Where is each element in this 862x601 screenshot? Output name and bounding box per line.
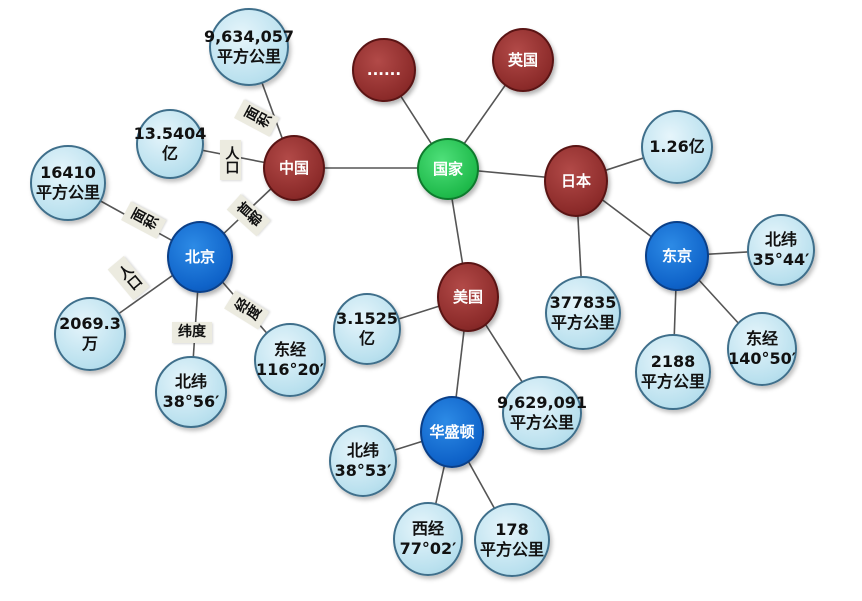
beijing-longitude-node[interactable]: 东经 116°20′ — [254, 323, 326, 397]
country-node-uk[interactable]: 英国 — [492, 28, 554, 92]
beijing-latitude-node[interactable]: 北纬 38°56′ — [155, 356, 227, 428]
label-china-pop: 人口 — [220, 140, 242, 180]
beijing-area-node[interactable]: 16410 平方公里 — [30, 145, 106, 221]
capital-node-tokyo[interactable]: 东京 — [645, 221, 709, 291]
country-node-more[interactable]: ...... — [352, 38, 416, 102]
tokyo-longitude-node[interactable]: 东经 140°50′ — [727, 312, 797, 386]
tokyo-area-node[interactable]: 2188 平方公里 — [635, 334, 711, 410]
japan-area-node[interactable]: 377835 平方公里 — [545, 276, 621, 350]
country-node-usa[interactable]: 美国 — [437, 262, 499, 332]
usa-area-node[interactable]: 9,629,091 平方公里 — [497, 376, 587, 450]
country-node-japan[interactable]: 日本 — [544, 145, 608, 217]
capital-node-beijing[interactable]: 北京 — [167, 221, 233, 293]
label-beijing-lat: 纬度 — [172, 322, 212, 344]
washington-latitude-node[interactable]: 北纬 38°53′ — [329, 425, 397, 497]
china-area-node[interactable]: 9,634,057 平方公里 — [204, 8, 294, 86]
washington-area-node[interactable]: 178 平方公里 — [474, 503, 550, 577]
tokyo-latitude-node[interactable]: 北纬 35°44′ — [747, 214, 815, 286]
china-population-node[interactable]: 13.5404 亿 — [134, 109, 206, 179]
washington-longitude-node[interactable]: 西经 77°02′ — [393, 502, 463, 576]
country-node-china[interactable]: 中国 — [263, 135, 325, 201]
root-node-guojia[interactable]: 国家 — [417, 138, 479, 200]
usa-population-node[interactable]: 3.1525 亿 — [333, 293, 401, 365]
capital-node-washington[interactable]: 华盛顿 — [420, 396, 484, 468]
japan-population-node[interactable]: 1.26亿 — [641, 110, 713, 184]
beijing-population-node[interactable]: 2069.3 万 — [54, 297, 126, 371]
